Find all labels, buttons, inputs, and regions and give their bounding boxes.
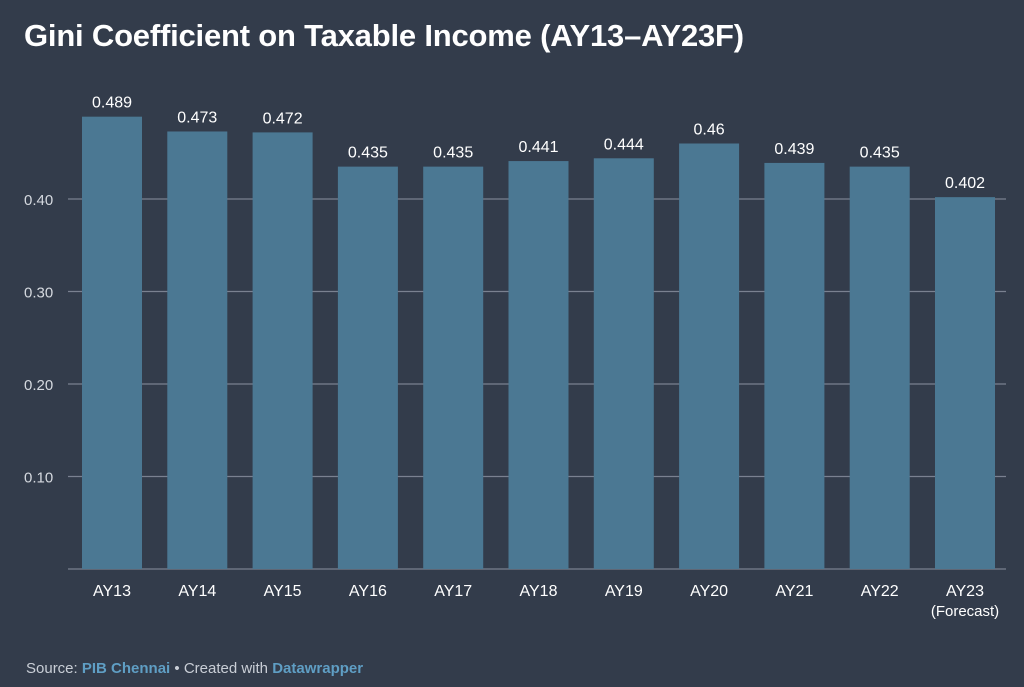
bars: [82, 116, 995, 570]
x-tick-label: AY16: [349, 583, 387, 600]
x-tick-label: AY21: [775, 583, 813, 600]
value-label: 0.473: [177, 109, 217, 126]
x-tick-label: AY15: [264, 583, 302, 600]
bar: [593, 158, 654, 570]
value-label: 0.435: [433, 145, 473, 162]
x-tick-label: AY20: [690, 583, 728, 600]
y-tick-label: 0.20: [24, 377, 53, 394]
footer: Source: PIB Chennai • Created with Dataw…: [26, 660, 363, 677]
value-label: 0.46: [694, 122, 725, 139]
x-tick-sublabel: (Forecast): [931, 603, 999, 620]
x-tick-label: AY23: [946, 583, 984, 600]
x-tick-label: AY14: [178, 583, 216, 600]
value-label: 0.435: [860, 145, 900, 162]
x-axis: AY13 AY14 AY15 AY16 AY17 AY18 AY19 AY20 AY21 AY22…: [93, 583, 999, 620]
bar: [935, 197, 995, 569]
footer-prefix: Source:: [26, 660, 82, 677]
footer-separator: • Created with: [170, 660, 273, 677]
bar: [764, 162, 825, 570]
value-labels: 0.489 0.473 0.472 0.435 0.435 0.441 0.444 0.46 0…: [92, 95, 985, 192]
value-label: 0.444: [604, 136, 644, 153]
bar: [423, 166, 484, 569]
y-tick-label: 0.30: [24, 285, 53, 302]
y-axis: 0.10 0.20 0.30 0.40: [24, 192, 53, 487]
source-link[interactable]: PIB Chennai: [81, 660, 171, 677]
bar: [337, 166, 398, 569]
bar: [167, 131, 228, 569]
chart-title: Gini Coefficient on Taxable Income (AY13…: [24, 18, 744, 53]
value-label: 0.441: [518, 139, 558, 156]
value-label: 0.472: [263, 110, 303, 127]
value-label: 0.435: [348, 145, 388, 162]
y-tick-label: 0.10: [24, 470, 53, 487]
x-tick-label: AY19: [605, 583, 643, 600]
bar: [679, 143, 740, 569]
value-label: 0.439: [774, 141, 814, 158]
value-label: 0.489: [92, 95, 132, 112]
datawrapper-link[interactable]: Datawrapper: [272, 660, 364, 677]
y-tick-label: 0.40: [24, 192, 53, 209]
value-label: 0.402: [945, 175, 985, 192]
x-tick-label: AY17: [434, 583, 472, 600]
x-tick-label: AY22: [861, 583, 899, 600]
bar: [849, 166, 910, 569]
bar: [508, 161, 569, 569]
bar: [82, 116, 142, 570]
x-tick-label: AY13: [93, 583, 131, 600]
x-tick-label: AY18: [520, 583, 558, 600]
bar: [252, 132, 313, 569]
